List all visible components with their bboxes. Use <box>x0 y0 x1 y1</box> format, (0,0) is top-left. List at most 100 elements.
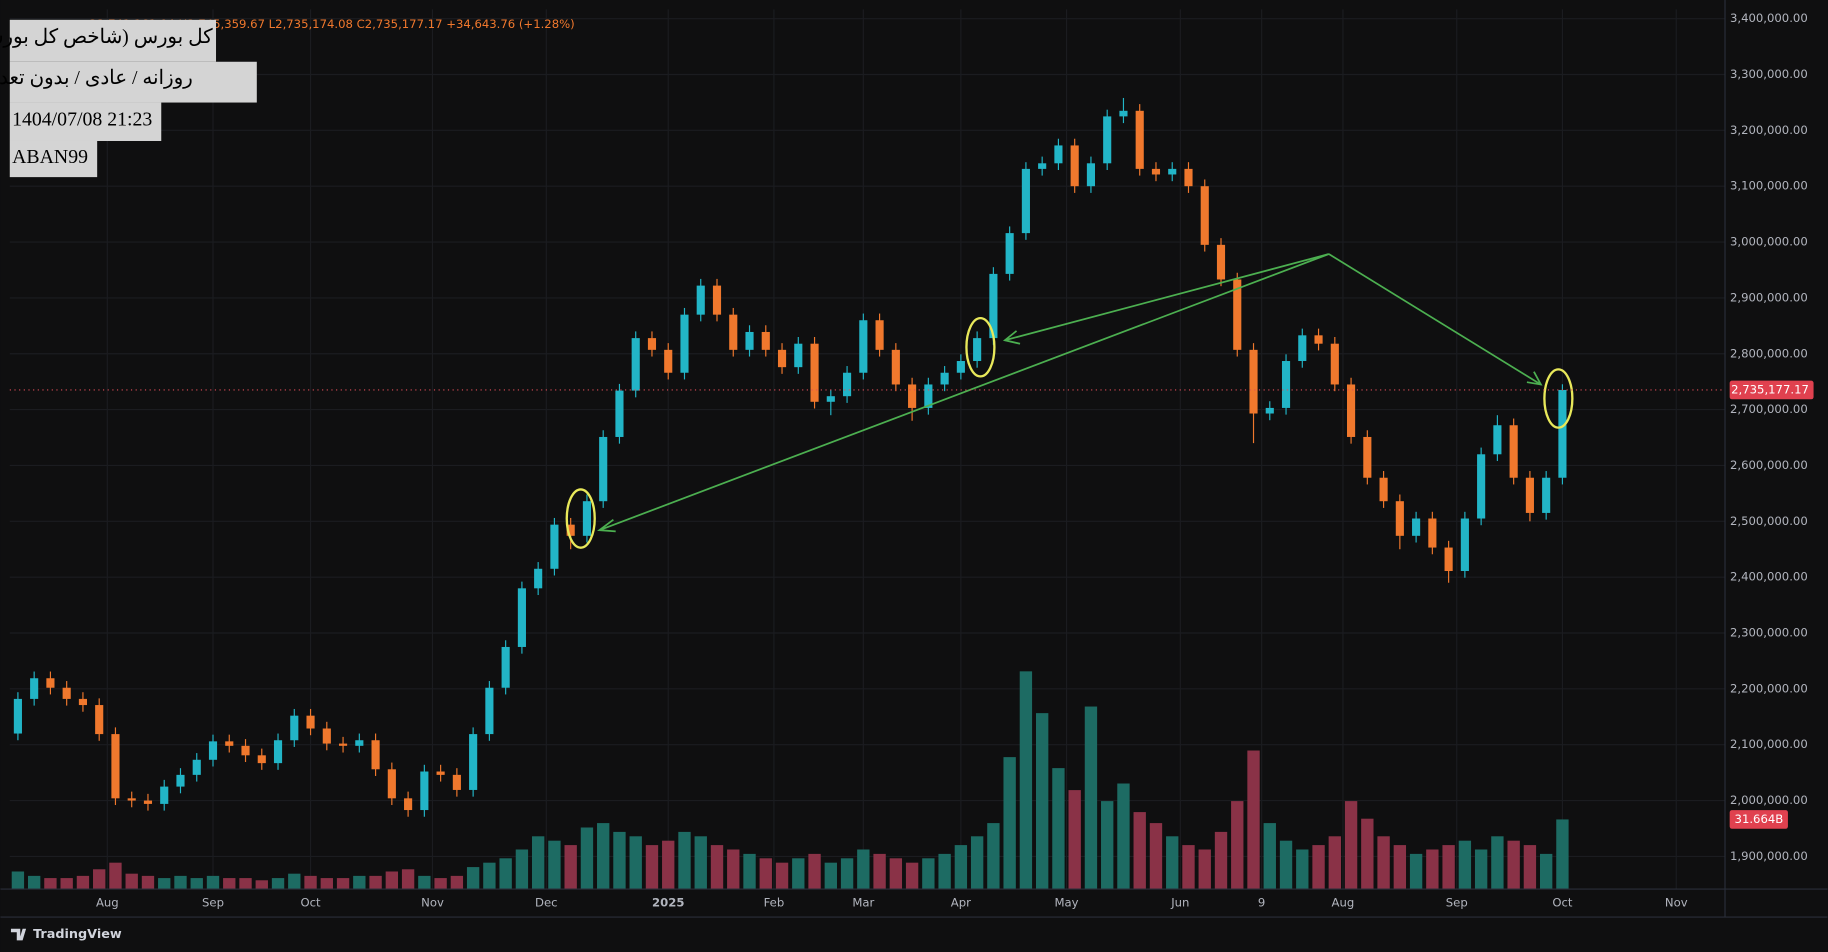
candle-body <box>615 390 624 437</box>
candle-body <box>1265 407 1274 414</box>
volume-bar <box>1101 801 1114 890</box>
volume-bar <box>206 875 220 890</box>
volume-bar <box>60 878 73 890</box>
candle-body <box>550 524 559 569</box>
candle-body <box>826 396 835 402</box>
highlight-ellipse <box>1543 368 1574 429</box>
volume-bar <box>1507 840 1520 890</box>
volume-bar <box>1084 706 1098 890</box>
volume-bar <box>580 827 594 890</box>
volume-bar <box>840 858 854 890</box>
volume-bar <box>645 845 659 890</box>
candle-body <box>1412 518 1421 536</box>
candle-body <box>1509 425 1518 478</box>
candle-body <box>680 314 689 373</box>
volume-bar <box>775 862 789 890</box>
x-tick-label: 9 <box>1258 896 1265 910</box>
overlay-box <box>9 140 98 178</box>
volume-bar <box>385 871 399 890</box>
volume-bar <box>27 875 41 890</box>
volume-bar <box>1035 713 1049 890</box>
candle-body <box>1493 425 1502 455</box>
volume-bar <box>304 875 317 890</box>
candle-body <box>1314 335 1323 344</box>
annotations <box>565 253 1574 549</box>
candle-body <box>664 349 673 373</box>
x-tick-label: Sep <box>1446 896 1468 910</box>
volume-bar <box>1296 849 1309 890</box>
brand-icon <box>10 928 27 941</box>
arrow-head <box>596 518 616 533</box>
overlay-mode: روزانه / عادی / بدون تعدیل <box>0 67 193 89</box>
y-tick-label: 3,100,000.00 <box>1730 179 1808 193</box>
volume-bar <box>1474 849 1488 890</box>
overlay-title: کل بورس (شاخص کل بورس) <box>0 26 213 48</box>
candle-body <box>1086 163 1096 187</box>
candle-body <box>452 774 461 790</box>
candle-body <box>582 501 592 536</box>
candle-body <box>534 568 543 589</box>
volume-bar <box>1312 845 1325 890</box>
highlight-ellipse <box>565 488 596 549</box>
x-tick-label: Oct <box>1552 896 1573 910</box>
arrow-head <box>1526 371 1543 386</box>
candle-body <box>273 740 283 764</box>
y-tick-label: 3,200,000.00 <box>1730 123 1808 137</box>
grid <box>9 9 1726 890</box>
volume-bar <box>1052 768 1065 890</box>
volume-bar <box>1019 671 1033 890</box>
volume-bar <box>1377 836 1390 890</box>
candle-body <box>875 320 884 350</box>
volume-bar <box>792 858 805 890</box>
volume-pane <box>11 671 1569 890</box>
volume-bar <box>1344 801 1358 890</box>
volume-bar <box>158 878 171 890</box>
candle-body <box>956 361 965 373</box>
candle-body <box>257 755 266 764</box>
candle-body <box>436 771 445 775</box>
volume-bar <box>1539 853 1553 890</box>
candle-body <box>1379 477 1388 502</box>
candle-body <box>1363 436 1372 478</box>
volume-bar <box>11 871 25 890</box>
y-tick-label: 2,600,000.00 <box>1730 458 1808 472</box>
volume-bar <box>1409 853 1423 890</box>
trend-arrow <box>1328 253 1542 386</box>
volume-bar <box>1442 845 1455 890</box>
volume-bar <box>629 836 642 890</box>
candle-body <box>1168 168 1177 175</box>
x-tick-label: Dec <box>535 896 558 910</box>
volume-bar <box>1328 836 1341 890</box>
candle-body <box>387 769 396 799</box>
candle-body <box>1151 168 1161 175</box>
candle-body <box>712 285 722 315</box>
x-tick-label: Feb <box>764 896 785 910</box>
volume-bar <box>889 858 903 890</box>
candle-body <box>290 715 299 741</box>
x-tick-label: Oct <box>300 896 321 910</box>
volume-bar <box>255 880 268 890</box>
y-tick-label: 3,400,000.00 <box>1730 11 1808 25</box>
volume-bar <box>1426 849 1439 890</box>
y-tick-label: 2,800,000.00 <box>1730 346 1808 360</box>
candle-body <box>599 436 608 502</box>
volume-bar <box>44 878 57 890</box>
volume-bar <box>1523 845 1537 890</box>
volume-bar <box>1491 836 1504 890</box>
volume-bar <box>93 869 106 890</box>
volume-bar <box>353 875 366 890</box>
candle-body <box>1525 477 1534 513</box>
x-tick-label: Mar <box>852 896 874 910</box>
last-price-tag <box>1729 380 1814 400</box>
volume-bar <box>320 878 333 890</box>
candle-body <box>404 798 413 811</box>
candle-body <box>1395 501 1404 536</box>
volume-bar <box>1556 819 1569 890</box>
volume-bar <box>76 875 90 890</box>
volume-bar <box>483 862 496 890</box>
trend-arrow <box>1004 253 1330 342</box>
volume-bar <box>1361 818 1374 890</box>
y-tick-label: 2,200,000.00 <box>1730 681 1808 695</box>
candle-body <box>794 343 803 368</box>
volume-bar <box>743 853 756 890</box>
